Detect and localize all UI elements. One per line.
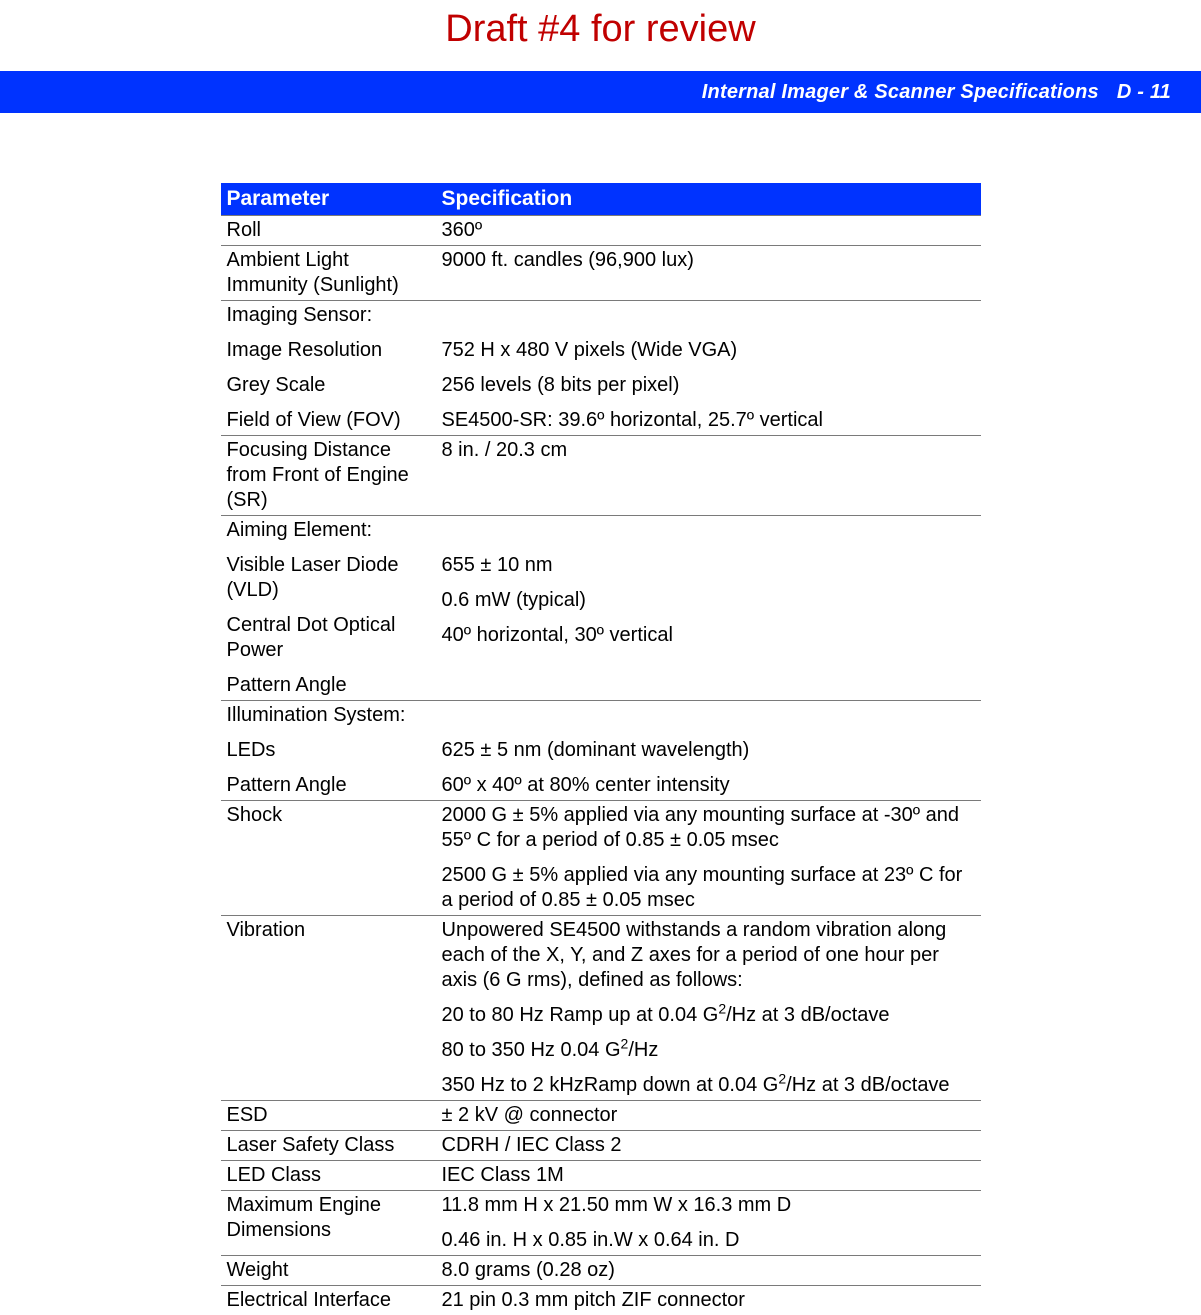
param-cell: Imaging Sensor: Image Resolution Grey Scal… bbox=[221, 301, 436, 436]
spec-line: 655 ± 10 nm bbox=[442, 553, 977, 578]
param-line: Aiming Element: bbox=[227, 519, 373, 541]
spec-cell: IEC Class 1M bbox=[436, 1161, 981, 1191]
spec-table: Parameter Specification Roll360ºAmbient … bbox=[221, 183, 981, 1315]
spec-cell: 11.8 mm H x 21.50 mm W x 16.3 mm D 0.46 i… bbox=[436, 1191, 981, 1256]
param-line: Illumination System: bbox=[227, 704, 406, 726]
table-row: Focusing Distance from Front of Engine (… bbox=[221, 436, 981, 516]
param-line: Image Resolution bbox=[227, 338, 432, 363]
spec-line: 40º horizontal, 30º vertical bbox=[442, 623, 977, 648]
table-row: Shock2000 G ± 5% applied via any mountin… bbox=[221, 801, 981, 916]
table-row: ESD± 2 kV @ connector bbox=[221, 1101, 981, 1131]
spec-line: SE4500-SR: 39.6º horizontal, 25.7º verti… bbox=[442, 408, 977, 433]
spec-cell: CDRH / IEC Class 2 bbox=[436, 1131, 981, 1161]
spec-line: 0.6 mW (typical) bbox=[442, 588, 977, 613]
param-cell: Shock bbox=[221, 801, 436, 916]
table-row: LED ClassIEC Class 1M bbox=[221, 1161, 981, 1191]
spec-paragraph: 11.8 mm H x 21.50 mm W x 16.3 mm D bbox=[442, 1193, 977, 1218]
spec-paragraph: 80 to 350 Hz 0.04 G2/Hz bbox=[442, 1038, 977, 1063]
param-cell: Illumination System: LEDs Pattern Angle bbox=[221, 701, 436, 801]
param-line: Visible Laser Diode (VLD) bbox=[227, 553, 432, 603]
spec-table-body: Roll360ºAmbient Light Immunity (Sunlight… bbox=[221, 216, 981, 1315]
table-row: Weight8.0 grams (0.28 oz) bbox=[221, 1256, 981, 1286]
param-line: Imaging Sensor: bbox=[227, 304, 373, 326]
spec-cell: 8.0 grams (0.28 oz) bbox=[436, 1256, 981, 1286]
param-line: Pattern Angle bbox=[227, 773, 432, 798]
col-header-parameter: Parameter bbox=[221, 183, 436, 216]
spec-cell: 9000 ft. candles (96,900 lux) bbox=[436, 246, 981, 301]
spec-line: 625 ± 5 nm (dominant wavelength) bbox=[442, 738, 977, 763]
param-cell: Vibration bbox=[221, 916, 436, 1101]
spec-line: 752 H x 480 V pixels (Wide VGA) bbox=[442, 338, 977, 363]
param-cell: Roll bbox=[221, 216, 436, 246]
table-row: Aiming Element: Visible Laser Diode (VLD)… bbox=[221, 516, 981, 701]
param-line: Field of View (FOV) bbox=[227, 408, 432, 433]
table-row: Laser Safety ClassCDRH / IEC Class 2 bbox=[221, 1131, 981, 1161]
table-row: Maximum Engine Dimensions11.8 mm H x 21.… bbox=[221, 1191, 981, 1256]
spec-cell: 2000 G ± 5% applied via any mounting sur… bbox=[436, 801, 981, 916]
section-header-bar: Internal Imager & Scanner Specifications… bbox=[0, 71, 1201, 113]
spec-cell: 655 ± 10 nm 0.6 mW (typical) 40º horizonta… bbox=[436, 516, 981, 701]
table-row: VibrationUnpowered SE4500 withstands a r… bbox=[221, 916, 981, 1101]
table-row: Illumination System:LEDsPattern Angle625… bbox=[221, 701, 981, 801]
spec-line: 256 levels (8 bits per pixel) bbox=[442, 373, 977, 398]
param-line: Central Dot Optical Power bbox=[227, 613, 432, 663]
table-row: Roll360º bbox=[221, 216, 981, 246]
param-line: LEDs bbox=[227, 738, 432, 763]
col-header-specification: Specification bbox=[436, 183, 981, 216]
content-area: Parameter Specification Roll360ºAmbient … bbox=[221, 183, 981, 1315]
spec-cell: 625 ± 5 nm (dominant wavelength) 60º x 40… bbox=[436, 701, 981, 801]
param-cell: Focusing Distance from Front of Engine (… bbox=[221, 436, 436, 516]
table-row: Ambient Light Immunity (Sunlight)9000 ft… bbox=[221, 246, 981, 301]
table-row: Imaging Sensor: Image Resolution Grey Scal… bbox=[221, 301, 981, 436]
spec-cell: 8 in. / 20.3 cm bbox=[436, 436, 981, 516]
draft-title: Draft #4 for review bbox=[0, 8, 1201, 51]
spec-paragraph: 2500 G ± 5% applied via any mounting sur… bbox=[442, 863, 977, 913]
spec-paragraph: Unpowered SE4500 withstands a random vib… bbox=[442, 918, 977, 993]
param-line: Pattern Angle bbox=[227, 673, 432, 698]
spec-cell: 752 H x 480 V pixels (Wide VGA) 256 level… bbox=[436, 301, 981, 436]
param-cell: Weight bbox=[221, 1256, 436, 1286]
param-cell: ESD bbox=[221, 1101, 436, 1131]
spec-paragraph: 0.46 in. H x 0.85 in.W x 0.64 in. D bbox=[442, 1228, 977, 1253]
page-reference: D - 11 bbox=[1117, 81, 1171, 104]
spec-paragraph: 20 to 80 Hz Ramp up at 0.04 G2/Hz at 3 d… bbox=[442, 1003, 977, 1028]
param-cell: Aiming Element: Visible Laser Diode (VLD)… bbox=[221, 516, 436, 701]
param-cell: Electrical Interface bbox=[221, 1286, 436, 1315]
table-header-row: Parameter Specification bbox=[221, 183, 981, 216]
spec-cell: Unpowered SE4500 withstands a random vib… bbox=[436, 916, 981, 1101]
spec-cell: 360º bbox=[436, 216, 981, 246]
spec-cell: ± 2 kV @ connector bbox=[436, 1101, 981, 1131]
param-cell: LED Class bbox=[221, 1161, 436, 1191]
param-cell: Maximum Engine Dimensions bbox=[221, 1191, 436, 1256]
spec-cell: 21 pin 0.3 mm pitch ZIF connector bbox=[436, 1286, 981, 1315]
spec-paragraph: 350 Hz to 2 kHzRamp down at 0.04 G2/Hz a… bbox=[442, 1073, 977, 1098]
param-cell: Laser Safety Class bbox=[221, 1131, 436, 1161]
spec-paragraph: 2000 G ± 5% applied via any mounting sur… bbox=[442, 803, 977, 853]
param-cell: Ambient Light Immunity (Sunlight) bbox=[221, 246, 436, 301]
section-title: Internal Imager & Scanner Specifications bbox=[702, 81, 1099, 104]
table-row: Electrical Interface21 pin 0.3 mm pitch … bbox=[221, 1286, 981, 1315]
spec-line: 60º x 40º at 80% center intensity bbox=[442, 773, 977, 798]
param-line: Grey Scale bbox=[227, 373, 432, 398]
